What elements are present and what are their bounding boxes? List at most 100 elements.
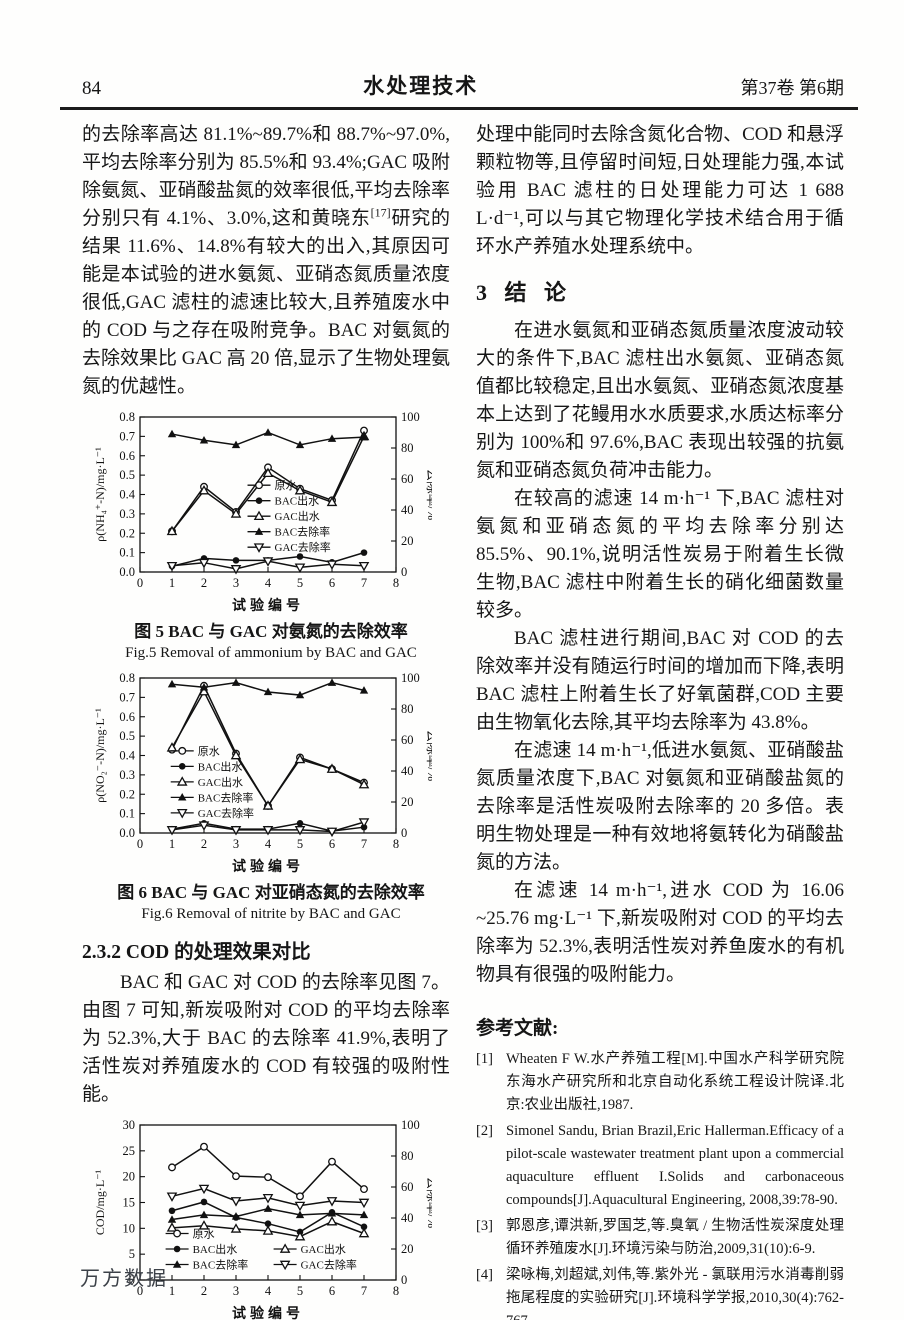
conclusion-paragraph: 在滤速 14 m·h⁻¹,进水 COD 为 16.06 ~25.76 mg·L⁻… (476, 880, 844, 985)
references-heading: 参考文献: (476, 1018, 559, 1039)
svg-text:7: 7 (361, 576, 367, 590)
svg-text:2: 2 (201, 1284, 207, 1298)
svg-text:BAC去除率: BAC去除率 (198, 790, 254, 804)
conclusion-paragraph: 在较高的滤速 14 m·h⁻¹ 下,BAC 滤柱对氨氮和亚硝态氮的平均去除率分别… (476, 488, 844, 621)
svg-text:0.0: 0.0 (119, 826, 135, 840)
svg-text:40: 40 (401, 503, 414, 517)
svg-text:GAC去除率: GAC去除率 (275, 540, 331, 554)
figure-6: 0 1 2 3 4 5 6 7 8 0.0 0.1 0.2 0.3 0.4 0.5 0.6 0.7 0.8 0 20 4… (92, 670, 450, 923)
svg-text:BAC去除率: BAC去除率 (275, 525, 331, 539)
svg-text:GAC去除率: GAC去除率 (198, 806, 254, 820)
svg-text:0: 0 (401, 565, 407, 579)
reference-number: [2] (476, 1123, 493, 1139)
reference-text: Simonel Sandu, Brian Brazil,Eric Hallerm… (506, 1123, 844, 1208)
svg-text:0.8: 0.8 (119, 410, 135, 424)
svg-text:80: 80 (401, 441, 414, 455)
reference-item-1: [1] Wheaten F W.水产养殖工程[M].中国水产科学研究院东海水产研… (476, 1048, 844, 1117)
figure5-caption-en: Fig.5 Removal of ammonium by BAC and GAC (125, 645, 417, 661)
svg-text:0.3: 0.3 (119, 768, 135, 782)
paragraph-text: 的去除率高达 81.1%~89.7%和 88.7%~97.0%,平均去除率分别为… (82, 124, 450, 229)
svg-text:6: 6 (329, 1284, 335, 1298)
figure-5: 0 1 2 3 4 5 6 7 8 0.0 0.1 0.2 0.3 0.4 0.5 0.6 0.7 0.8 0 20 4… (92, 409, 450, 662)
figure6-caption-en: Fig.6 Removal of nitrite by BAC and GAC (141, 906, 401, 922)
svg-text:8: 8 (393, 576, 399, 590)
reference-item-2: [2] Simonel Sandu, Brian Brazil,Eric Hal… (476, 1120, 844, 1212)
svg-text:4: 4 (265, 576, 272, 590)
reference-item-3: [3] 郭恩彦,谭洪新,罗国芝,等.臭氧 / 生物活性炭深度处理循环养殖废水[J… (476, 1215, 844, 1261)
svg-text:30: 30 (123, 1118, 136, 1132)
paragraph: BAC 和 GAC 对 COD 的去除率见图 7。由图 7 可知,新炭吸附对 C… (82, 972, 450, 1105)
svg-text:60: 60 (401, 1180, 414, 1194)
svg-text:40: 40 (401, 1211, 414, 1225)
page-number: 84 (82, 78, 101, 99)
reference-text: Wheaten F W.水产养殖工程[M].中国水产科学研究院东海水产研究所和北… (506, 1051, 844, 1113)
svg-text:GAC出水: GAC出水 (198, 775, 243, 789)
svg-text:BAC出水: BAC出水 (193, 1242, 238, 1256)
svg-text:6: 6 (329, 576, 335, 590)
svg-text:0.0: 0.0 (119, 565, 135, 579)
svg-text:100: 100 (401, 1118, 420, 1132)
svg-text:0.3: 0.3 (119, 507, 135, 521)
svg-text:20: 20 (123, 1170, 136, 1184)
svg-text:0.1: 0.1 (119, 807, 135, 821)
svg-text:1: 1 (169, 576, 175, 590)
citation-superscript: [17] (370, 205, 391, 220)
svg-text:0: 0 (137, 837, 143, 851)
svg-text:2: 2 (201, 576, 207, 590)
reference-text: 郭恩彦,谭洪新,罗国芝,等.臭氧 / 生物活性炭深度处理循环养殖废水[J].环境… (506, 1218, 844, 1257)
svg-text:GAC出水: GAC出水 (275, 509, 320, 523)
svg-text:BAC出水: BAC出水 (198, 759, 243, 773)
wanfang-data-stamp: 万方数据 (80, 1268, 168, 1290)
svg-text:COD/mg·L⁻¹: COD/mg·L⁻¹ (93, 1169, 107, 1235)
journal-title: 水处理技术 (363, 74, 479, 98)
left-column: 的去除率高达 81.1%~89.7%和 88.7%~97.0%,平均去除率分别为… (82, 121, 450, 1320)
svg-text:10: 10 (123, 1221, 136, 1235)
svg-text:0.8: 0.8 (119, 671, 135, 685)
paragraph: 的去除率高达 81.1%~89.7%和 88.7%~97.0%,平均去除率分别为… (82, 121, 450, 401)
svg-text:0.6: 0.6 (119, 449, 135, 463)
svg-text:0: 0 (401, 826, 407, 840)
svg-text:7: 7 (361, 1284, 367, 1298)
conclusion-paragraph: BAC 滤柱进行期间,BAC 对 COD 的去除效率并没有随运行时间的增加而下降… (476, 628, 844, 733)
svg-text:25: 25 (123, 1144, 136, 1158)
svg-text:去除率/%: 去除率/% (425, 469, 432, 520)
svg-text:0.5: 0.5 (119, 729, 135, 743)
svg-text:0.6: 0.6 (119, 710, 135, 724)
svg-text:6: 6 (329, 837, 335, 851)
paragraph-text: 研究的结果 11.6%、14.8%有较大的出入,其原因可能是本试验的进水氨氮、亚… (82, 208, 450, 397)
reference-number: [1] (476, 1051, 493, 1067)
figure5-caption: 图 5 BAC 与 GAC 对氨氮的去除效率 Fig.5 Removal of … (92, 617, 450, 662)
svg-text:BAC出水: BAC出水 (275, 494, 320, 508)
figure6-caption-cn: 图 6 BAC 与 GAC 对亚硝态氮的去除效率 (117, 883, 425, 902)
conclusion-paragraph: 在进水氨氮和亚硝态氮质量浓度波动较大的条件下,BAC 滤柱出水氨氮、亚硝态氮值都… (476, 320, 844, 481)
svg-text:4: 4 (265, 1284, 272, 1298)
svg-text:5: 5 (297, 837, 303, 851)
figure5-caption-cn: 图 5 BAC 与 GAC 对氨氮的去除效率 (134, 622, 408, 641)
svg-text:原水: 原水 (275, 479, 297, 492)
svg-text:20: 20 (401, 534, 414, 548)
svg-text:3: 3 (233, 1284, 239, 1298)
svg-text:0: 0 (401, 1273, 407, 1287)
svg-text:0.7: 0.7 (119, 429, 135, 443)
figure7-line-chart: 0 1 2 3 4 5 6 7 8051015202530020406080100COD/mg·… (93, 1118, 432, 1320)
svg-text:5: 5 (297, 576, 303, 590)
svg-text:100: 100 (401, 410, 420, 424)
svg-text:7: 7 (361, 837, 367, 851)
figure6-caption: 图 6 BAC 与 GAC 对亚硝态氮的去除效率 Fig.6 Removal o… (92, 878, 450, 923)
svg-text:80: 80 (401, 1149, 414, 1163)
svg-text:20: 20 (401, 795, 414, 809)
svg-text:1: 1 (169, 1284, 175, 1298)
svg-text:原水: 原水 (193, 1228, 215, 1241)
figure6-line-chart: 0 1 2 3 4 5 6 7 8 0.0 0.1 0.2 0.3 0.4 0.5 0.6 0.7 0.8 0 20 4… (93, 671, 432, 875)
figure5-line-chart: 0 1 2 3 4 5 6 7 8 0.0 0.1 0.2 0.3 0.4 0.5 0.6 0.7 0.8 0 20 4… (93, 410, 432, 614)
svg-text:0.7: 0.7 (119, 690, 135, 704)
svg-text:试验编号: 试验编号 (232, 597, 304, 614)
svg-text:8: 8 (393, 837, 399, 851)
svg-text:3: 3 (233, 576, 239, 590)
svg-text:60: 60 (401, 733, 414, 747)
svg-text:0.4: 0.4 (119, 488, 135, 502)
figure-7: 0 1 2 3 4 5 6 7 8 0 5 10 15 20 25 30 0 20 40 60 80 100 COD/mg·… (92, 1117, 450, 1320)
svg-text:3: 3 (233, 837, 239, 851)
svg-text:5: 5 (297, 1284, 303, 1298)
